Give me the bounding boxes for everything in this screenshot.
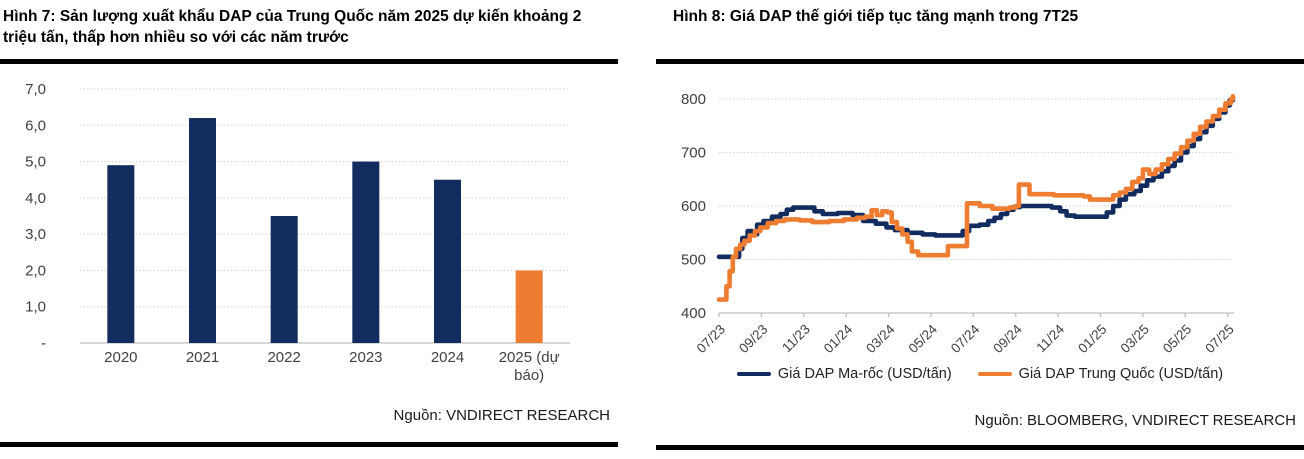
svg-text:01/25: 01/25 bbox=[1075, 322, 1110, 357]
svg-text:01/24: 01/24 bbox=[821, 321, 856, 356]
legend-item-china: Giá DAP Trung Quốc (USD/tấn) bbox=[977, 366, 1224, 382]
svg-text:6,0: 6,0 bbox=[25, 117, 46, 134]
orange-line-swatch bbox=[977, 371, 1012, 377]
svg-text:07/23: 07/23 bbox=[694, 322, 729, 357]
svg-text:3,0: 3,0 bbox=[25, 226, 46, 243]
svg-text:2021: 2021 bbox=[186, 349, 219, 366]
svg-text:2020: 2020 bbox=[104, 349, 137, 366]
svg-text:2024: 2024 bbox=[431, 349, 464, 366]
figure-8-panel: Hình 8: Giá DAP thế giới tiếp tục tăng m… bbox=[656, 0, 1304, 459]
svg-text:05/24: 05/24 bbox=[906, 321, 941, 356]
svg-text:2,0: 2,0 bbox=[25, 262, 46, 279]
navy-line-swatch bbox=[736, 371, 771, 377]
svg-text:05/25: 05/25 bbox=[1160, 322, 1195, 357]
line-chart-legend: Giá DAP Ma-rốc (USD/tấn) Giá DAP Trung Q… bbox=[656, 366, 1304, 382]
svg-text:11/24: 11/24 bbox=[1033, 321, 1067, 355]
figure-8-title: Hình 8: Giá DAP thế giới tiếp tục tăng m… bbox=[673, 8, 1079, 25]
figure-8-source: Nguồn: BLOOMBERG, VNDIRECT RESEARCH bbox=[974, 412, 1296, 429]
dap-price-line-chart: 400 500 600 700 800 07/23 09/23 11/23 01/24 03/24… bbox=[681, 91, 1237, 357]
svg-text:500: 500 bbox=[681, 252, 706, 269]
legend-label-morocco: Giá DAP Ma-rốc (USD/tấn) bbox=[777, 366, 952, 382]
figure-7-title: Hình 7: Sản lượng xuất khẩu DAP của Trun… bbox=[3, 8, 582, 47]
dap-export-bar-chart: - 1,0 2,0 3,0 4,0 5,0 6,0 7,0 2020 2021 2022 2023 20… bbox=[25, 81, 570, 384]
svg-text:-: - bbox=[41, 335, 46, 352]
svg-text:2022: 2022 bbox=[267, 349, 300, 366]
svg-text:2023: 2023 bbox=[349, 349, 382, 366]
svg-text:07/25: 07/25 bbox=[1202, 322, 1237, 357]
svg-text:5,0: 5,0 bbox=[25, 154, 46, 171]
figure-8-bottom-rule bbox=[656, 445, 1304, 450]
svg-text:800: 800 bbox=[681, 91, 706, 108]
svg-text:11/23: 11/23 bbox=[779, 322, 813, 356]
svg-text:600: 600 bbox=[681, 198, 706, 215]
svg-text:1,0: 1,0 bbox=[25, 299, 46, 316]
svg-text:7,0: 7,0 bbox=[25, 81, 46, 98]
svg-text:03/25: 03/25 bbox=[1117, 322, 1152, 357]
figure-7-source: Nguồn: VNDIRECT RESEARCH bbox=[393, 407, 610, 424]
svg-text:07/24: 07/24 bbox=[948, 321, 983, 356]
svg-text:400: 400 bbox=[681, 305, 706, 322]
svg-text:09/23: 09/23 bbox=[736, 322, 771, 357]
figure-7-title-rule bbox=[0, 59, 618, 64]
figure-7-bottom-rule bbox=[0, 442, 618, 447]
svg-text:09/24: 09/24 bbox=[990, 321, 1025, 356]
svg-text:700: 700 bbox=[681, 145, 706, 162]
figure-8-title-rule bbox=[656, 59, 1304, 64]
svg-text:03/24: 03/24 bbox=[863, 321, 898, 356]
legend-label-china: Giá DAP Trung Quốc (USD/tấn) bbox=[1018, 366, 1224, 382]
figure-7-panel: Hình 7: Sản lượng xuất khẩu DAP của Trun… bbox=[0, 0, 618, 459]
legend-item-morocco: Giá DAP Ma-rốc (USD/tấn) bbox=[736, 366, 952, 382]
svg-text:4,0: 4,0 bbox=[25, 190, 46, 207]
